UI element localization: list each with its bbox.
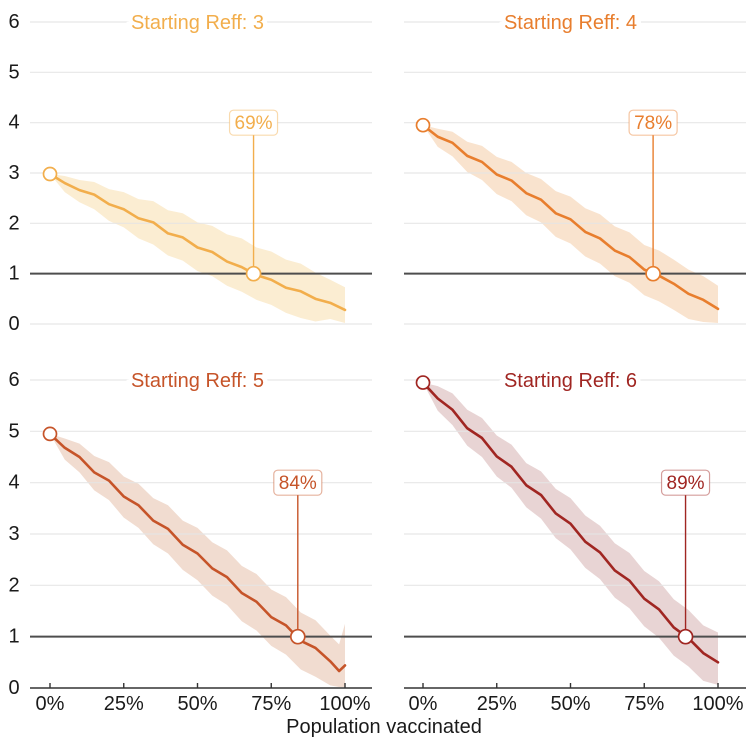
annotation-label: 89% (667, 473, 705, 494)
y-axis-tick-label: 4 (8, 112, 19, 134)
y-axis-tick-label: 6 (8, 11, 19, 33)
panel-title: Starting Reff: 4 (504, 12, 637, 34)
panel-title: Starting Reff: 3 (131, 12, 264, 34)
annotation-label: 84% (279, 473, 317, 494)
x-axis-tick-label: 0% (409, 693, 438, 715)
panel-starting-reff-6: 89% Starting Reff: 6 (404, 366, 746, 685)
annotation-box (660, 469, 711, 496)
panel-title: Starting Reff: 5 (131, 370, 264, 392)
y-axis-tick-label: 0 (8, 313, 19, 335)
y-axis-tick-label: 6 (8, 369, 19, 391)
y-axis-tick-label: 0 (8, 677, 19, 699)
annotation-box (273, 469, 323, 496)
start-marker (415, 117, 431, 133)
threshold-marker (677, 628, 694, 645)
x-axis-tick-label: 25% (104, 693, 144, 715)
threshold-marker (645, 265, 661, 282)
x-axis-tick-label: 0% (36, 693, 65, 715)
panel-starting-reff-5: 84% Starting Reff: 5 (30, 366, 372, 687)
panel-starting-reff-3: 69% Starting Reff: 3 (30, 8, 372, 325)
threshold-marker (289, 628, 306, 645)
annotation-box (228, 109, 279, 136)
x-axis-tick-label: 50% (177, 693, 217, 715)
y-axis-tick-label: 3 (8, 523, 19, 545)
y-axis-tick-label: 4 (8, 472, 19, 494)
panel-starting-reff-4: 78% Starting Reff: 4 (404, 8, 746, 325)
x-axis-tick-label: 100% (692, 693, 743, 715)
reff-line (421, 381, 720, 664)
x-axis-title: Population vaccinated (286, 716, 482, 738)
x-axis-tick-label: 100% (319, 693, 370, 715)
y-axis-tick-label: 2 (8, 574, 19, 596)
annotation-label: 78% (634, 113, 672, 134)
y-axis-tick-label: 1 (8, 626, 19, 648)
y-axis-tick-label: 2 (8, 212, 19, 234)
threshold-marker (245, 265, 262, 282)
y-axis-tick-label: 3 (8, 162, 19, 184)
reff-line (48, 432, 347, 673)
annotation-label: 69% (235, 113, 273, 134)
start-marker (42, 166, 58, 182)
x-axis-tick-label: 75% (251, 693, 291, 715)
panel-title: Starting Reff: 6 (504, 370, 637, 392)
start-marker (415, 375, 431, 390)
start-marker (42, 426, 58, 442)
x-axis-tick-label: 75% (624, 693, 664, 715)
reff-line (421, 123, 720, 311)
x-axis-tick-label: 50% (550, 693, 590, 715)
annotation-box (628, 109, 678, 136)
y-axis-tick-label: 5 (8, 61, 19, 83)
x-axis-tick-label: 25% (477, 693, 517, 715)
y-axis-tick-label: 5 (8, 420, 19, 442)
y-axis-tick-label: 1 (8, 263, 19, 285)
reff-line (48, 172, 347, 312)
